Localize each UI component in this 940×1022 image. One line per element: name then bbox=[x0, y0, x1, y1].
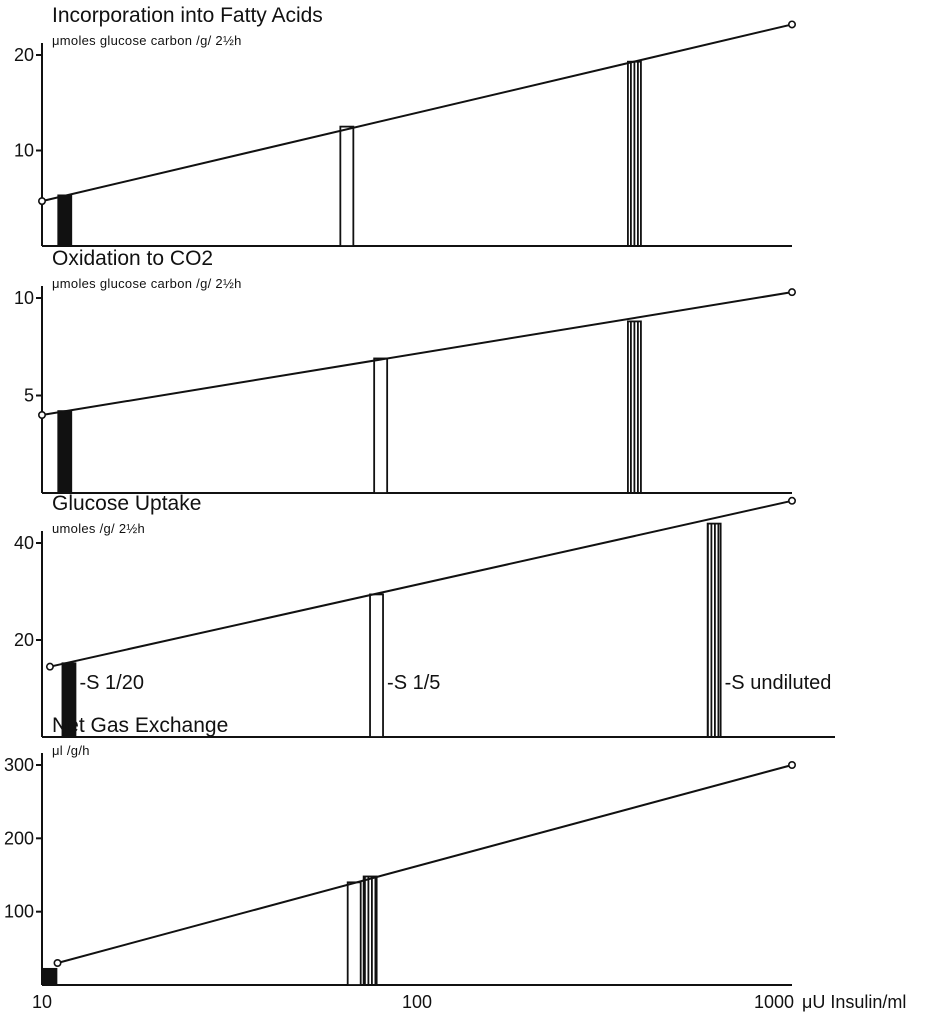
y-tick-label: 5 bbox=[24, 386, 34, 406]
panel-unit-label: umoles /g/ 2½h bbox=[52, 521, 145, 536]
bar-hatched bbox=[627, 60, 642, 247]
bar-black bbox=[57, 194, 73, 247]
panel-1: 10 20 Incorporation into Fatty Acids μmoles… bbox=[14, 4, 796, 247]
standard-line bbox=[41, 291, 793, 416]
bar-white bbox=[373, 357, 389, 494]
y-tick-label: 40 bbox=[14, 533, 34, 553]
panel-title: Glucose Uptake bbox=[52, 492, 201, 515]
bar-hatched bbox=[706, 522, 722, 738]
panel-unit-label: μl /g/h bbox=[52, 743, 90, 758]
x-axis-label: μU Insulin/ml bbox=[802, 992, 906, 1012]
bar-white bbox=[369, 593, 384, 738]
y-tick-label: 200 bbox=[4, 828, 34, 848]
x-tick-label: 1000 bbox=[754, 992, 794, 1012]
standard-point bbox=[787, 760, 796, 769]
bar-annotation: -S undiluted bbox=[725, 672, 832, 694]
panel-title: Net Gas Exchange bbox=[52, 714, 228, 737]
bar-annotation: -S 1/5 bbox=[387, 672, 440, 694]
y-tick-label: 20 bbox=[14, 630, 34, 650]
bar-hatched bbox=[627, 320, 642, 494]
standard-point bbox=[787, 20, 796, 29]
y-tick-label: 100 bbox=[4, 902, 34, 922]
bar-white bbox=[339, 125, 355, 247]
bar-black bbox=[57, 410, 73, 494]
standard-point bbox=[53, 958, 62, 967]
y-tick-label: 10 bbox=[14, 288, 34, 308]
standard-point bbox=[787, 496, 796, 505]
bar-annotation: -S 1/20 bbox=[79, 672, 143, 694]
panel-title: Oxidation to CO2 bbox=[52, 247, 213, 270]
bar-white bbox=[346, 881, 362, 986]
standard-point bbox=[45, 662, 54, 671]
bar-hatched bbox=[362, 875, 378, 986]
standard-point bbox=[787, 288, 796, 297]
standard-line bbox=[49, 499, 793, 668]
y-tick-label: 300 bbox=[4, 755, 34, 775]
y-tick-label: 20 bbox=[14, 45, 34, 65]
bar-black bbox=[42, 967, 58, 986]
standard-point bbox=[37, 197, 46, 206]
panel-title: Incorporation into Fatty Acids bbox=[52, 4, 323, 27]
standard-line bbox=[41, 23, 793, 203]
panel-2: 5 10 Oxidation to CO2 μmoles glucose carbon… bbox=[14, 247, 796, 494]
panel-unit-label: μmoles glucose carbon /g/ 2½h bbox=[52, 33, 242, 48]
x-tick-label: 10 bbox=[32, 992, 52, 1012]
panels: 10 20 Incorporation into Fatty Acids μmoles… bbox=[4, 4, 835, 986]
x-axis: 10 100 1000 μU Insulin/ml bbox=[32, 992, 906, 1012]
standard-line bbox=[57, 764, 793, 964]
panel-4: 100 200 300 Net Gas Exchange μl /g/h bbox=[4, 714, 796, 986]
standard-point bbox=[37, 410, 46, 419]
panel-unit-label: μmoles glucose carbon /g/ 2½h bbox=[52, 276, 242, 291]
x-tick-label: 100 bbox=[402, 992, 432, 1012]
panel-3: 20 40 Glucose Uptake umoles /g/ 2½h -S 1/20 -… bbox=[14, 492, 835, 738]
y-tick-label: 10 bbox=[14, 141, 34, 161]
